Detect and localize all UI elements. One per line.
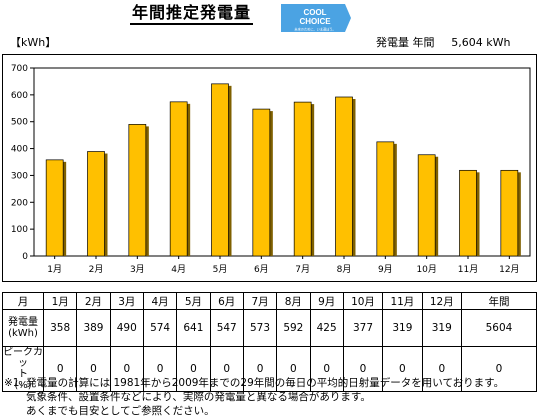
annual-value: 5,604 kWh <box>451 36 511 49</box>
bar <box>45 159 64 257</box>
bar <box>335 96 353 257</box>
generation-cell: 592 <box>276 309 311 347</box>
chart-frame <box>2 54 537 282</box>
peak-cut-cell: 0 <box>142 346 178 392</box>
peak-cut-cell: 0 <box>342 346 384 392</box>
x-tick-label: 1月 <box>47 264 62 275</box>
month-cell: 1月 <box>42 292 78 310</box>
month-cell: 4月 <box>142 292 178 310</box>
generation-cell: 319 <box>382 309 423 347</box>
y-tick-label: 0 <box>22 252 28 262</box>
month-cell: 5月 <box>176 292 211 310</box>
generation-row-label: 発電量 (kWh) <box>2 309 44 347</box>
bar <box>376 141 395 257</box>
x-tick-label: 9月 <box>378 264 393 275</box>
month-cell: 10月 <box>342 292 384 310</box>
unit-label: 【kWh】 <box>10 36 57 49</box>
x-tick-label: 3月 <box>130 264 145 275</box>
footnote-line-3: あくまでも目安としてご参照ください。 <box>26 405 215 417</box>
page-title: 年間推定発電量 <box>130 3 254 25</box>
peak-cut-total: 0 <box>461 346 537 392</box>
logo-tagline: 未来のために、いま選ぼう。 <box>294 27 335 32</box>
x-tick-label: 12月 <box>499 264 519 275</box>
generation-cell: 319 <box>421 309 463 347</box>
y-tick-label: 100 <box>11 225 28 235</box>
generation-row-label-2: (kWh) <box>8 328 38 339</box>
peak-cut-row: ピークカッ ト (%) 0 0 0 0 0 0 0 0 0 0 0 0 0 <box>2 346 537 392</box>
month-cell: 2月 <box>76 292 111 310</box>
x-tick-label: 7月 <box>295 264 310 275</box>
generation-cell: 425 <box>309 309 344 347</box>
footnotes: ※1. 発電量の計算には 1981年から2009年までの29年間の毎日の平均的日… <box>4 376 504 418</box>
y-tick-label: 700 <box>11 64 28 74</box>
bar <box>252 108 271 257</box>
annual-header: 年間 <box>461 292 537 310</box>
generation-cell: 573 <box>242 309 278 347</box>
bar <box>87 151 105 257</box>
bar <box>459 169 477 257</box>
month-cell: 3月 <box>109 292 144 310</box>
bar <box>293 101 312 257</box>
month-cell: 8月 <box>276 292 311 310</box>
x-tick-label: 2月 <box>89 264 104 275</box>
month-cell: 7月 <box>242 292 278 310</box>
x-tick-label: 10月 <box>416 264 436 275</box>
generation-cell: 377 <box>342 309 384 347</box>
peak-cut-cell: 0 <box>382 346 423 392</box>
y-tick-label: 400 <box>11 145 28 155</box>
generation-cell: 358 <box>42 309 78 347</box>
footnote-line-2: 気象条件、設置条件などにより、実際の発電量と異なる場合があります。 <box>26 391 371 403</box>
logo-line1: COOL <box>303 8 326 17</box>
table-header-row: 月 1月 2月 3月 4月 5月 6月 7月 8月 9月 10月 11月 12月… <box>2 292 537 310</box>
bar <box>211 83 229 257</box>
peak-cut-label-3: (%) <box>14 380 32 391</box>
peak-cut-label-2: ト <box>18 369 28 380</box>
annual-label: 発電量 年間 <box>376 36 435 49</box>
x-tick-label: 8月 <box>337 264 352 275</box>
generation-cell: 490 <box>109 309 144 347</box>
generation-total: 5604 <box>461 309 537 347</box>
x-tick-label: 6月 <box>254 264 269 275</box>
generation-row: 発電量 (kWh) 358 389 490 574 641 547 573 59… <box>2 309 537 347</box>
bar <box>169 101 188 257</box>
generation-cell: 641 <box>176 309 211 347</box>
footnote-line-1: ※1. 発電量の計算には 1981年から2009年までの29年間の毎日の平均的日… <box>4 377 505 389</box>
bar <box>128 124 147 257</box>
annual-summary: 発電量 年間 5,604 kWh <box>376 34 511 50</box>
x-tick-label: 11月 <box>458 264 478 275</box>
peak-cut-cell: 0 <box>76 346 111 392</box>
generation-cell: 389 <box>76 309 111 347</box>
logo-line2: CHOICE <box>299 17 331 26</box>
generation-table: 月 1月 2月 3月 4月 5月 6月 7月 8月 9月 10月 11月 12月… <box>2 292 537 392</box>
peak-cut-cell: 0 <box>109 346 144 392</box>
y-tick-label: 300 <box>11 171 28 181</box>
month-cell: 9月 <box>309 292 344 310</box>
x-tick-label: 5月 <box>213 264 228 275</box>
peak-cut-label-1: ピークカッ <box>3 347 43 369</box>
plot-area <box>33 67 531 257</box>
generation-row-label-1: 発電量 <box>8 317 38 328</box>
bar <box>500 169 519 257</box>
y-tick-label: 600 <box>11 91 28 101</box>
monthly-generation-chart: 0 100 200 300 400 500 600 700 1月 2月 3月 4月 5月 6月 7月 8月 9月… <box>11 64 531 275</box>
month-cell: 6月 <box>209 292 244 310</box>
month-cell: 12月 <box>421 292 463 310</box>
x-tick-label: 4月 <box>171 264 186 275</box>
peak-cut-row-label: ピークカッ ト (%) <box>2 346 44 392</box>
bar <box>417 154 436 257</box>
y-tick-label: 500 <box>11 118 28 128</box>
peak-cut-cell: 0 <box>42 346 78 392</box>
y-tick-label: 200 <box>11 198 28 208</box>
peak-cut-cell: 0 <box>242 346 278 392</box>
generation-cell: 547 <box>209 309 244 347</box>
generation-cell: 574 <box>142 309 178 347</box>
month-header: 月 <box>2 292 44 310</box>
peak-cut-cell: 0 <box>309 346 344 392</box>
cool-choice-logo: COOL CHOICE 未来のために、いま選ぼう。 <box>281 4 351 32</box>
month-cell: 11月 <box>382 292 423 310</box>
peak-cut-cell: 0 <box>421 346 463 392</box>
